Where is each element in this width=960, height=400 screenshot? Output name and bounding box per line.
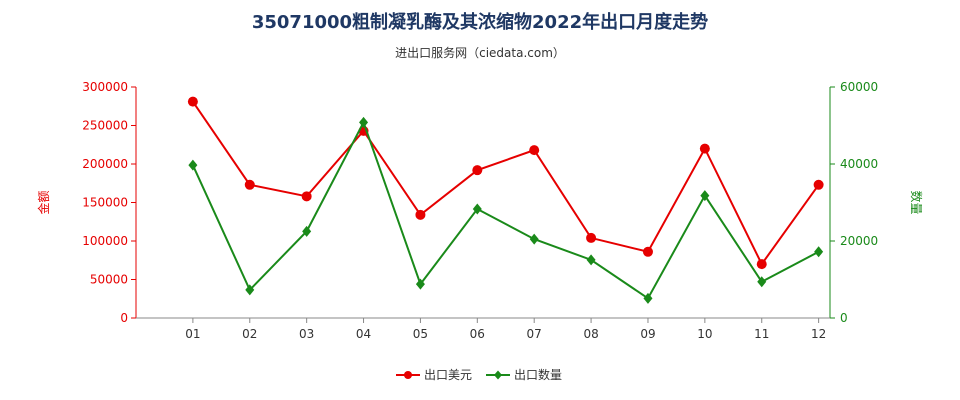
data-point-2 <box>700 190 710 202</box>
x-tick-label: 10 <box>697 327 712 341</box>
data-point-1 <box>699 143 710 154</box>
data-point-1 <box>472 165 483 176</box>
right-tick-label: 60000 <box>840 80 878 94</box>
x-tick-label: 09 <box>640 327 655 341</box>
series-line-1 <box>192 101 820 267</box>
data-point-1 <box>586 232 597 243</box>
data-point-2 <box>359 116 369 128</box>
x-tick-label: 06 <box>470 327 485 341</box>
right-tick-label: 0 <box>840 311 848 325</box>
left-tick-label: 200000 <box>82 157 128 171</box>
data-point-1 <box>529 145 540 156</box>
data-point-2 <box>643 292 653 304</box>
chart-title: 35071000粗制凝乳酶及其浓缩物2022年出口月度走势 <box>251 12 709 33</box>
x-tick-label: 07 <box>527 327 542 341</box>
chart-marks <box>187 96 824 304</box>
data-point-1 <box>415 209 426 220</box>
data-point-2 <box>529 233 539 245</box>
data-point-2 <box>757 276 767 288</box>
legend-marker-1 <box>404 371 412 379</box>
legend-marker-2 <box>494 370 502 380</box>
left-tick-label: 300000 <box>82 80 128 94</box>
data-point-1 <box>244 179 255 190</box>
data-point-2 <box>188 159 198 171</box>
right-axis-title: 数量 <box>909 190 924 214</box>
data-point-2 <box>245 284 255 296</box>
left-tick-label: 100000 <box>82 234 128 248</box>
left-tick-label: 150000 <box>82 196 128 210</box>
data-point-1 <box>756 259 767 270</box>
left-axis-title: 金额 <box>36 190 51 214</box>
data-point-2 <box>472 203 482 215</box>
data-point-2 <box>814 246 824 258</box>
x-tick-label: 12 <box>811 327 826 341</box>
right-tick-label: 20000 <box>840 234 878 248</box>
x-tick-label: 03 <box>299 327 314 341</box>
data-point-1 <box>301 191 312 202</box>
data-point-1 <box>813 179 824 190</box>
left-tick-label: 0 <box>120 311 128 325</box>
data-point-1 <box>187 96 198 107</box>
x-tick-label: 04 <box>356 327 371 341</box>
left-tick-label: 250000 <box>82 119 128 133</box>
legend-label-2: 出口数量 <box>514 367 562 382</box>
x-tick-label: 01 <box>185 327 200 341</box>
x-tick-label: 05 <box>413 327 428 341</box>
x-tick-label: 08 <box>583 327 598 341</box>
data-point-2 <box>586 254 596 266</box>
right-tick-label: 40000 <box>840 157 878 171</box>
x-tick-label: 11 <box>754 327 769 341</box>
legend-label-1: 出口美元 <box>424 368 472 382</box>
series-line-2 <box>191 119 820 300</box>
data-point-2 <box>302 225 312 237</box>
legend: 出口美元 出口数量 <box>396 367 562 382</box>
x-tick-label: 02 <box>242 327 257 341</box>
chart-subtitle: 进出口服务网（ciedata.com） <box>395 46 565 60</box>
data-point-1 <box>642 246 653 257</box>
axes: 0500001000001500002000002500003000000200… <box>36 80 924 341</box>
data-point-2 <box>415 278 425 290</box>
left-tick-label: 50000 <box>90 273 128 287</box>
